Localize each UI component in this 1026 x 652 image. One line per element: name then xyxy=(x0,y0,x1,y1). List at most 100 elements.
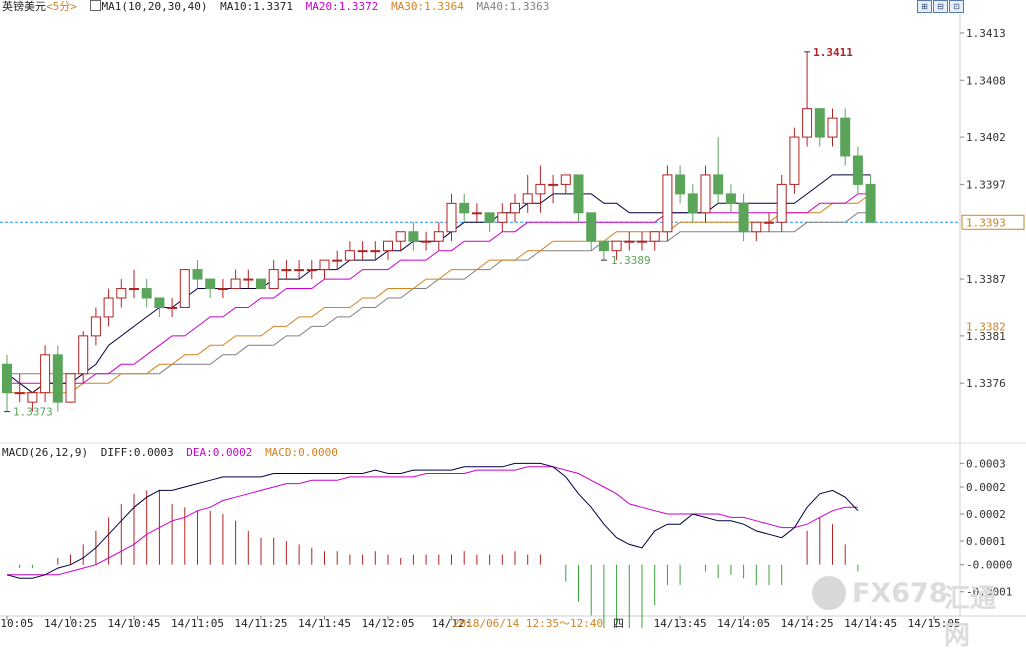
candle-body-up xyxy=(230,278,241,290)
chart-header: 英镑美元<5分> MA1(10,20,30,40) MA10:1.3371 MA… xyxy=(2,0,555,14)
time-tick-label: 14/10:45 xyxy=(108,617,161,628)
watermark-logo-icon xyxy=(812,576,846,610)
period-label[interactable]: <5分> xyxy=(46,0,77,13)
ma20-line xyxy=(7,193,871,384)
candle-body-up xyxy=(395,231,406,242)
candle-body-down xyxy=(840,117,851,157)
macd-value: MACD:0.0000 xyxy=(265,446,338,459)
candle-body-up xyxy=(370,250,381,253)
session-gap-weekday: 四 xyxy=(613,617,624,628)
low-price-label-left: 1.3373 xyxy=(13,406,53,419)
macd-header: MACD(26,12,9) DIFF:0.0003 DEA:0.0002 MAC… xyxy=(2,446,344,459)
price-tick-label: 1.3381 xyxy=(966,330,1006,343)
watermark-text: FX678 xyxy=(852,578,948,609)
candle-body-up xyxy=(294,269,305,272)
candle-body-down xyxy=(738,202,749,233)
price-tick-label: 1.3408 xyxy=(966,74,1006,87)
candle-body-up xyxy=(560,174,571,185)
candle-body-up xyxy=(548,183,559,186)
candle-body-up xyxy=(332,259,343,262)
price-tick-label: 1.3402 xyxy=(966,131,1006,144)
candle-body-down xyxy=(865,183,876,223)
candle-body-up xyxy=(268,269,279,290)
candle-body-up xyxy=(90,316,101,337)
macd-tick-label: 0.0002 xyxy=(966,481,1006,494)
candle-body-up xyxy=(497,212,508,223)
indicator-icon[interactable] xyxy=(89,0,101,11)
ma40-value: MA40:1.3363 xyxy=(476,0,550,13)
candle-body-up xyxy=(344,250,355,261)
candle-body-up xyxy=(319,259,330,271)
candle-body-up xyxy=(611,240,622,252)
macd-tick-label: 0.0002 xyxy=(966,508,1006,521)
candle-body-up xyxy=(433,231,444,242)
price-tick-label: 1.3397 xyxy=(966,178,1006,191)
candle-body-down xyxy=(573,174,584,214)
macd-label[interactable]: MACD(26,12,9) xyxy=(2,446,89,459)
candle-body-up xyxy=(637,240,647,243)
candle-body-down xyxy=(852,155,863,185)
symbol-label: 英镑美元 xyxy=(2,0,46,13)
dea-line xyxy=(7,466,858,576)
candle-body-up xyxy=(522,193,533,204)
ma30-value: MA30:1.3364 xyxy=(391,0,464,13)
candle-body-up xyxy=(217,288,228,291)
macd-tick-label: -0.0000 xyxy=(966,559,1012,572)
low-price-label-mid: 1.3389 xyxy=(611,254,651,267)
candle-body-up xyxy=(179,269,190,308)
candle-body-down xyxy=(687,193,698,214)
watermark-cn: 汇通网 xyxy=(944,584,997,651)
candle-body-down xyxy=(141,288,152,299)
fx678-watermark: FX678 汇通网 xyxy=(812,574,1017,651)
candle-body-down xyxy=(675,174,686,195)
time-tick-label: 14/11:45 xyxy=(298,617,351,628)
candle-body-down xyxy=(192,269,203,280)
candle-body-down xyxy=(205,278,216,290)
candle-body-down xyxy=(598,240,609,252)
ma10-value: MA10:1.3371 xyxy=(220,0,293,13)
time-tick-label: 14/11:25 xyxy=(235,617,288,628)
time-tick-label: 14/12:05 xyxy=(362,617,415,628)
candle-body-up xyxy=(421,240,432,243)
time-tick-label: 14/15:05 xyxy=(908,617,961,628)
ma30-tag: 1.3382 xyxy=(966,320,1006,333)
ma-label[interactable]: MA1(10,20,30,40) xyxy=(101,0,208,13)
current-price-tag: 1.3393 xyxy=(966,216,1006,229)
ma20-value: MA20:1.3372 xyxy=(305,0,379,13)
candle-body-down xyxy=(2,363,12,394)
candle-body-down xyxy=(713,174,724,195)
candle-body-up xyxy=(65,373,76,403)
window-restore-button[interactable]: ⊡ xyxy=(949,0,964,13)
candle-body-down xyxy=(814,108,825,138)
candle-body-up xyxy=(751,221,762,233)
price-tick-label: 1.3376 xyxy=(966,377,1006,390)
candle-body-down xyxy=(256,278,266,290)
candle-body-up xyxy=(446,202,457,233)
window-minimize-button[interactable]: ⊟ xyxy=(933,0,948,13)
candle-body-down xyxy=(725,193,736,204)
candle-body-up xyxy=(14,392,25,395)
high-price-label: 1.3411 xyxy=(813,46,853,59)
ma30-line xyxy=(7,193,871,394)
session-gap-label: 2018/06/14 12:35～12:40 xyxy=(453,617,603,628)
window-layout-button[interactable]: ⊞ xyxy=(917,0,932,13)
candle-body-up xyxy=(357,250,368,253)
candle-body-up xyxy=(764,221,774,224)
candle-body-up xyxy=(776,183,787,223)
candle-body-down xyxy=(408,231,419,242)
price-tick-label: 1.3413 xyxy=(966,27,1006,40)
macd-tick-label: 0.0001 xyxy=(966,535,1006,548)
candle-body-up xyxy=(383,240,393,252)
time-tick-label: 14/13:45 xyxy=(654,617,707,628)
candle-body-up xyxy=(167,306,178,309)
macd-tick-label: 0.0003 xyxy=(966,457,1006,470)
candle-body-up xyxy=(129,288,139,291)
candle-body-up xyxy=(649,231,660,242)
candle-body-up xyxy=(624,240,635,243)
candle-body-up xyxy=(306,269,317,272)
macd-tick-label: -0.0001 xyxy=(966,586,1012,599)
candle-body-up xyxy=(802,108,813,138)
candle-body-up xyxy=(700,174,711,214)
